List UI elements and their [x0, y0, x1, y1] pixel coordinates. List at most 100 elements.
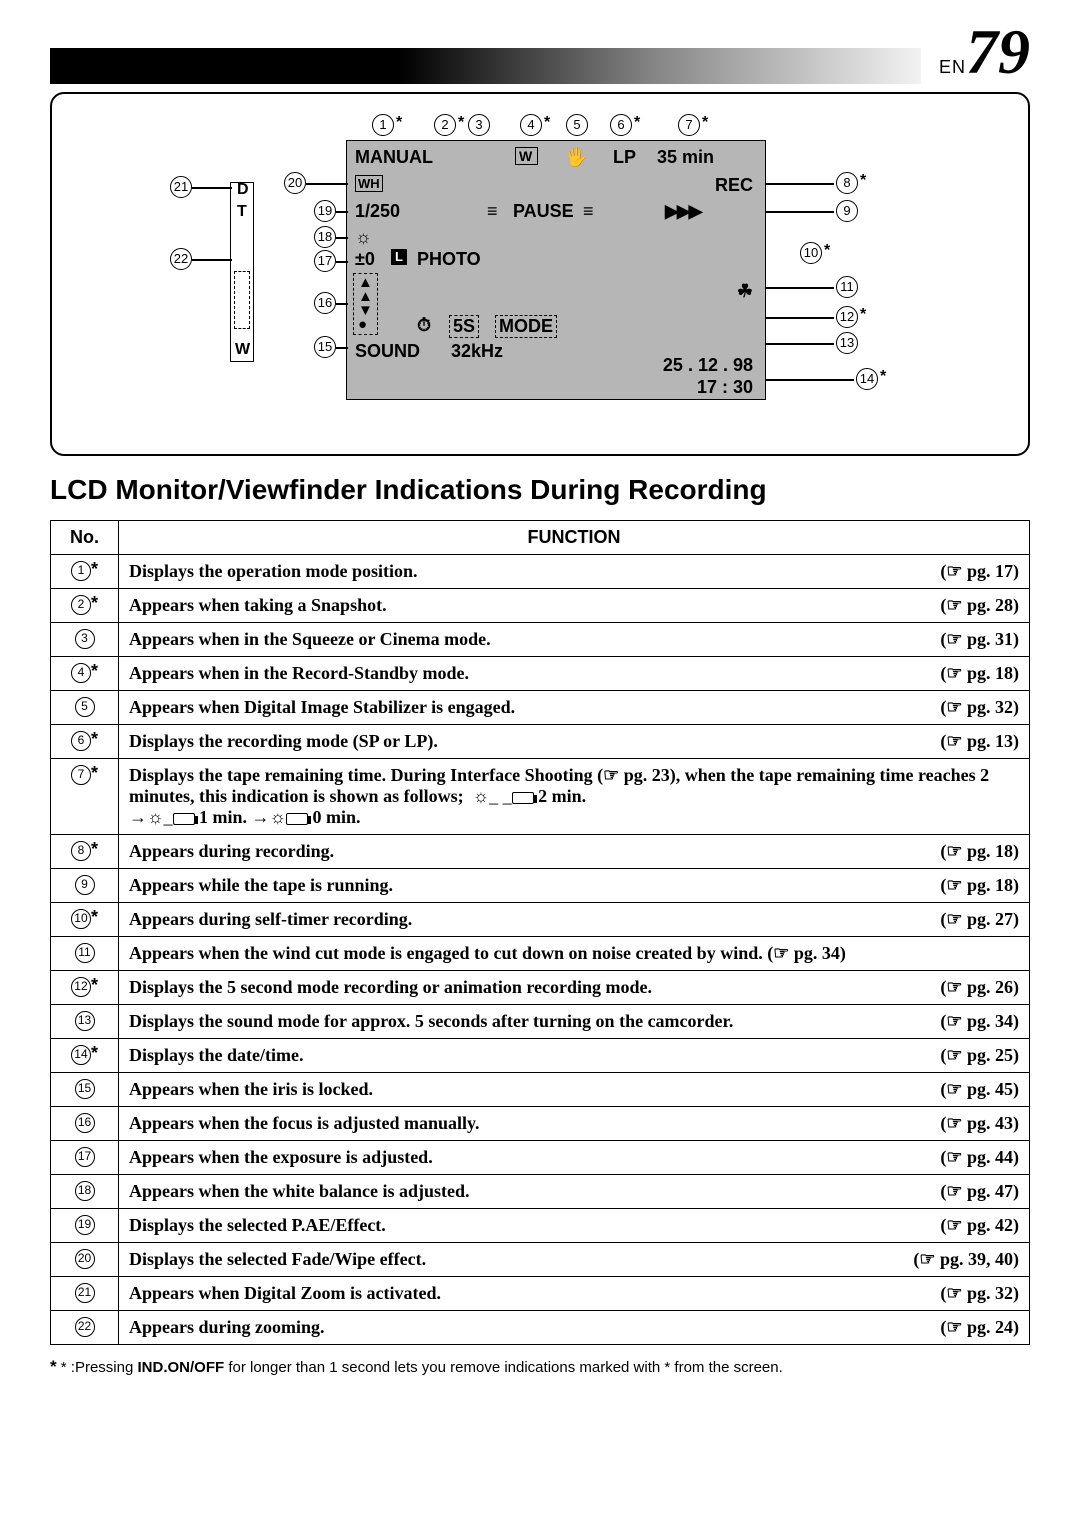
cell-func: Appears when in the Record-Standby mode.… — [119, 657, 1030, 691]
callout-7: 7 — [678, 114, 700, 136]
table-row: 13Displays the sound mode for approx. 5 … — [51, 1005, 1030, 1039]
table-row: 10*Appears during self-timer recording.(… — [51, 903, 1030, 937]
table-row: 19Displays the selected P.AE/Effect.(☞ p… — [51, 1209, 1030, 1243]
cell-no: 8* — [51, 835, 119, 869]
cell-no: 14* — [51, 1039, 119, 1073]
lbl-5s: 5S — [449, 315, 479, 338]
cell-func: Displays the date/time.(☞ pg. 25) — [119, 1039, 1030, 1073]
lbl-date: 25 . 12 . 98 — [663, 355, 753, 376]
cell-no: 11 — [51, 937, 119, 971]
callout-6: 6 — [610, 114, 632, 136]
cell-func: Displays the 5 second mode recording or … — [119, 971, 1030, 1005]
cell-no: 20 — [51, 1243, 119, 1277]
cell-no: 15 — [51, 1073, 119, 1107]
table-row: 12*Displays the 5 second mode recording … — [51, 971, 1030, 1005]
cell-no: 10* — [51, 903, 119, 937]
callout-12: 12 — [836, 306, 858, 328]
diagram-frame: MANUAL W 🖐 LP 35 min WH REC 1/250 ≡ PAUS… — [50, 92, 1030, 456]
lock-icon: L — [391, 249, 407, 265]
header-gradient — [50, 48, 921, 84]
cell-func: Displays the tape remaining time. During… — [119, 759, 1030, 835]
footnote-btn: IND.ON/OFF — [138, 1359, 225, 1376]
callout-16: 16 — [314, 292, 336, 314]
functions-table: No. FUNCTION 1*Displays the operation mo… — [50, 520, 1030, 1345]
table-row: 9Appears while the tape is running.(☞ pg… — [51, 869, 1030, 903]
callout-13: 13 — [836, 332, 858, 354]
cell-func: Appears when the iris is locked.(☞ pg. 4… — [119, 1073, 1030, 1107]
table-row: 4*Appears when in the Record-Standby mod… — [51, 657, 1030, 691]
table-row: 5Appears when Digital Image Stabilizer i… — [51, 691, 1030, 725]
lcd-screen: MANUAL W 🖐 LP 35 min WH REC 1/250 ≡ PAUS… — [346, 140, 766, 400]
table-row: 2*Appears when taking a Snapshot.(☞ pg. … — [51, 589, 1030, 623]
cell-func: Appears when the white balance is adjust… — [119, 1175, 1030, 1209]
lbl-exp: ±0 — [355, 249, 375, 270]
cell-func: Appears during recording.(☞ pg. 18) — [119, 835, 1030, 869]
lbl-mins: 35 min — [657, 147, 714, 168]
table-row: 3Appears when in the Squeeze or Cinema m… — [51, 623, 1030, 657]
cell-no: 19 — [51, 1209, 119, 1243]
callout-15: 15 — [314, 336, 336, 358]
table-row: 6*Displays the recording mode (SP or LP)… — [51, 725, 1030, 759]
diagram-canvas: MANUAL W 🖐 LP 35 min WH REC 1/250 ≡ PAUS… — [76, 114, 1004, 424]
cell-no: 22 — [51, 1311, 119, 1345]
lbl-sound: SOUND — [355, 341, 420, 362]
table-row: 1*Displays the operation mode position.(… — [51, 555, 1030, 589]
callout-18: 18 — [314, 226, 336, 248]
th-func: FUNCTION — [119, 521, 1030, 555]
lbl-time: 17 : 30 — [697, 377, 753, 398]
zoom-bar: D T W — [230, 182, 254, 362]
cell-func: Appears while the tape is running.(☞ pg.… — [119, 869, 1030, 903]
wide-icon: W — [515, 147, 538, 165]
wb-icon: ☼ — [355, 227, 372, 248]
cell-no: 2* — [51, 589, 119, 623]
table-row: 16Appears when the focus is adjusted man… — [51, 1107, 1030, 1141]
cell-no: 3 — [51, 623, 119, 657]
cell-no: 5 — [51, 691, 119, 725]
lbl-photo: PHOTO — [417, 249, 481, 270]
cell-no: 7* — [51, 759, 119, 835]
lbl-D: D — [237, 181, 249, 199]
lbl-mode: MODE — [495, 315, 557, 338]
page-title: LCD Monitor/Viewfinder Indications Durin… — [50, 474, 1030, 506]
table-row: 21Appears when Digital Zoom is activated… — [51, 1277, 1030, 1311]
lbl-manual: MANUAL — [355, 147, 433, 168]
wind-icon: ☘ — [737, 281, 753, 302]
table-row: 8*Appears during recording.(☞ pg. 18) — [51, 835, 1030, 869]
callout-22: 22 — [170, 248, 192, 270]
footnote-suffix: for longer than 1 second lets you remove… — [224, 1359, 783, 1376]
table-row: 18Appears when the white balance is adju… — [51, 1175, 1030, 1209]
callout-5: 5 — [566, 114, 588, 136]
callout-9: 9 — [836, 200, 858, 222]
callout-4: 4 — [520, 114, 542, 136]
cell-func: Appears when in the Squeeze or Cinema mo… — [119, 623, 1030, 657]
lbl-W: W — [235, 341, 250, 359]
cell-func: Appears during zooming.(☞ pg. 24) — [119, 1311, 1030, 1345]
lbl-khz: 32kHz — [451, 341, 503, 362]
pause-lines-right: ≡ — [583, 201, 597, 222]
cell-func: Displays the selected Fade/Wipe effect.(… — [119, 1243, 1030, 1277]
lbl-shutter: 1/250 — [355, 201, 400, 222]
callout-1: 1 — [372, 114, 394, 136]
callout-10: 10 — [800, 242, 822, 264]
dis-icon: 🖐 — [565, 147, 587, 168]
cell-no: 12* — [51, 971, 119, 1005]
cell-no: 6* — [51, 725, 119, 759]
focus-arrows-icon: ▲▲▼● — [353, 273, 378, 335]
pause-lines-left: ≡ — [487, 201, 501, 222]
footnote: * * :Pressing IND.ON/OFF for longer than… — [50, 1357, 1030, 1377]
cell-func: Appears when Digital Image Stabilizer is… — [119, 691, 1030, 725]
cell-no: 9 — [51, 869, 119, 903]
cell-func: Appears when the wind cut mode is engage… — [119, 937, 1030, 971]
callout-3: 3 — [468, 114, 490, 136]
callout-8: 8 — [836, 172, 858, 194]
cell-no: 16 — [51, 1107, 119, 1141]
timer-icon: ⏱ — [417, 315, 431, 336]
table-row: 17Appears when the exposure is adjusted.… — [51, 1141, 1030, 1175]
cell-func: Displays the selected P.AE/Effect.(☞ pg.… — [119, 1209, 1030, 1243]
header-bar: EN 79 — [50, 40, 1030, 84]
callout-11: 11 — [836, 276, 858, 298]
cell-func: Appears during self-timer recording.(☞ p… — [119, 903, 1030, 937]
callout-21: 21 — [170, 176, 192, 198]
cell-no: 18 — [51, 1175, 119, 1209]
callout-19: 19 — [314, 200, 336, 222]
